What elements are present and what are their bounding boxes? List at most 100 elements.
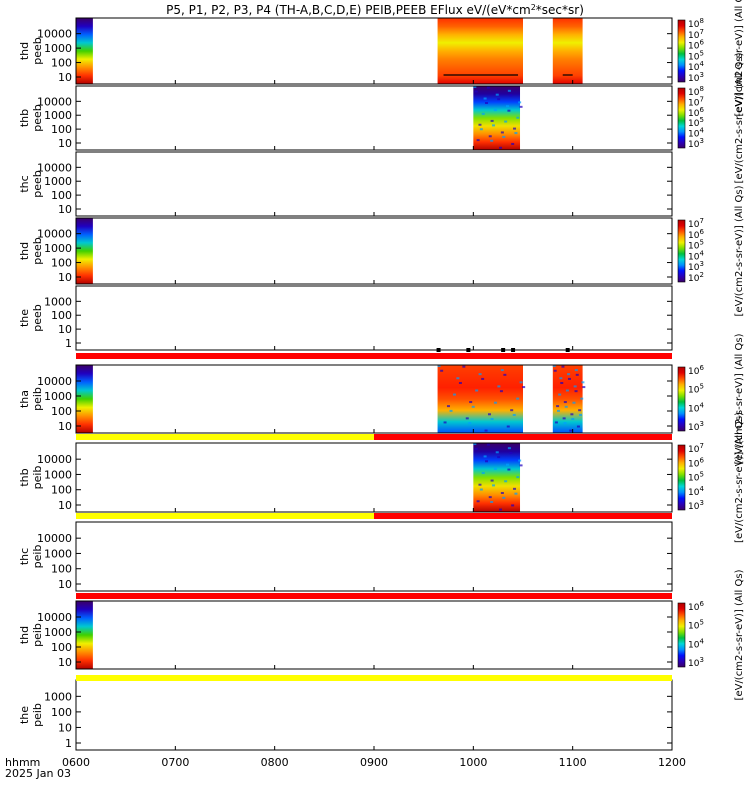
spectrogram-speckle: [565, 389, 569, 392]
spectrogram-speckle: [478, 483, 482, 486]
spectrogram-block-thb-peeb: [473, 86, 521, 150]
panel-frame: [75, 442, 673, 513]
spectrogram-speckle: [497, 98, 501, 101]
spectrogram-speckle: [497, 456, 501, 459]
spectrogram-speckle: [469, 401, 473, 404]
spectrogram-speckle: [485, 460, 489, 463]
spectrogram-speckle: [507, 468, 511, 471]
y-tick-label: 10: [58, 420, 72, 433]
figure-title: P5, P1, P2, P3, P4 (TH-A,B,C,D,E) PEIB,P…: [166, 3, 584, 18]
spectrogram-speckle: [479, 128, 483, 131]
spectrogram-speckle: [458, 382, 462, 384]
spectrogram-speckle: [500, 131, 504, 134]
colorbar-tick-label: 104: [688, 485, 704, 498]
spectrogram-speckle: [514, 132, 518, 135]
mode-bar: [76, 593, 672, 599]
spectrogram-block-thb-peib: [473, 443, 521, 512]
spectrogram-speckle: [567, 377, 571, 380]
colorbar-tick-label: 103: [688, 656, 704, 669]
spectrogram-speckle: [443, 421, 447, 424]
panel-probe-label: the: [18, 706, 31, 724]
x-tick-label: 1200: [658, 756, 686, 769]
spectrogram-speckle: [579, 413, 583, 416]
spectrogram-block-tha-peib: [437, 365, 523, 433]
spectrogram-speckle: [479, 488, 483, 491]
spectrogram-speckle: [488, 496, 492, 499]
spectrogram-speckle: [518, 101, 522, 104]
spectrogram-speckle: [499, 390, 503, 393]
spectrogram-speckle: [575, 373, 579, 376]
spectrogram-speckle: [490, 418, 494, 421]
panel-species-label: peib: [31, 623, 44, 647]
spectrogram-speckle: [473, 86, 477, 88]
spectrogram-speckle: [561, 365, 565, 368]
spectrogram-speckle: [516, 476, 520, 479]
x-tick-label: 0900: [360, 756, 388, 769]
mode-bar-marker: [501, 348, 506, 352]
mode-bar-segment: [76, 434, 374, 440]
y-tick-label: 100: [51, 257, 72, 270]
panel-species-label: peib: [31, 387, 44, 411]
spectrogram-speckle: [554, 421, 558, 424]
x-tick-label: 0800: [261, 756, 289, 769]
y-tick-label: 1000: [44, 175, 72, 188]
spectrogram-speckle: [574, 369, 578, 372]
y-tick-label: 10: [58, 323, 72, 336]
spectrogram-speckle: [570, 413, 574, 416]
spectrogram-speckle: [506, 463, 510, 466]
panel-species-label: peeb: [31, 304, 44, 332]
mode-bar: [76, 675, 672, 681]
spectrogram-speckle: [504, 120, 508, 123]
spectrogram-speckle: [474, 90, 478, 93]
spectrogram-speckle: [563, 422, 567, 425]
spectrogram-speckle: [562, 417, 566, 420]
colorbar-tick-label: 104: [688, 401, 704, 414]
colorbar: [677, 444, 686, 511]
panel-tha-peib: 10 100 1000 10000 tha peib 103 104 105 106 [eV/(cm…: [18, 333, 745, 464]
spectrogram-speckle: [481, 112, 485, 115]
spectrogram-speckle: [481, 471, 485, 474]
y-tick-label: 10: [58, 656, 72, 669]
y-tick-label: 10000: [37, 453, 72, 466]
colorbar-tick-label: 105: [688, 471, 704, 484]
panel-thd-peib: 10 100 1000 10000 thd peib 103 104 105 106 [eV/(cm…: [18, 569, 745, 700]
spectrogram-speckle: [511, 504, 515, 507]
colorbar: [677, 87, 686, 149]
panel-frame: [75, 85, 673, 151]
spectrogram-block-thd-peeb: [437, 18, 523, 84]
colorbar-tick-label: 103: [688, 499, 704, 512]
panel-species-label: peeb: [31, 104, 44, 132]
mode-bar-segment: [76, 593, 672, 599]
spectrogram-speckle: [516, 397, 520, 400]
spectrogram-speckle: [499, 146, 503, 149]
panel-probe-label: the: [18, 309, 31, 327]
mode-bar: [76, 348, 672, 359]
spectrogram-block-thd-peeb: [76, 218, 93, 284]
y-tick-label: 1: [65, 337, 72, 350]
spectrogram-speckle: [473, 443, 477, 445]
spectrogram-speckle: [474, 447, 478, 450]
y-tick-label: 100: [51, 706, 72, 719]
y-tick-label: 100: [51, 57, 72, 70]
spectrogram-speckle: [574, 390, 578, 393]
y-tick-label: 10: [58, 578, 72, 591]
panel-frame: [75, 151, 673, 217]
y-tick-label: 10: [58, 721, 72, 734]
y-tick-label: 10: [58, 271, 72, 284]
mode-bar-marker: [436, 348, 441, 352]
panel-probe-label: thd: [18, 42, 31, 60]
spectrogram-speckle: [497, 385, 501, 388]
spectrogram-speckle: [487, 413, 491, 416]
y-tick-label: 100: [51, 309, 72, 322]
spectrogram-speckle: [519, 381, 523, 384]
spectrogram-speckle: [485, 102, 489, 104]
spectrogram-speckle: [571, 418, 575, 421]
y-tick-label: 10: [58, 203, 72, 216]
time-axis-corner-label: hhmm: [5, 756, 40, 769]
spectrogram-speckle: [456, 377, 460, 380]
y-tick-label: 10000: [37, 375, 72, 388]
panel-probe-label: thc: [18, 175, 31, 192]
